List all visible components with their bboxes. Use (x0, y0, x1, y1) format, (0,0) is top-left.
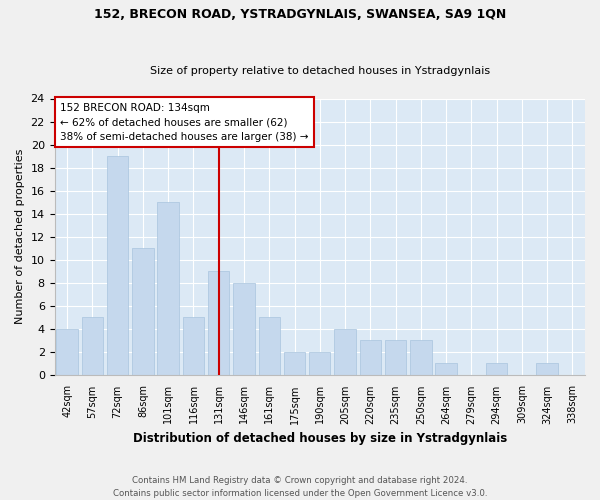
Bar (410, 340, 431, 374)
Bar (334, 328, 356, 374)
Bar (309, 352, 331, 374)
Bar (82, 317, 103, 374)
Bar (157, 202, 179, 374)
Bar (385, 340, 406, 374)
Bar (208, 271, 229, 374)
Bar (183, 317, 204, 374)
Bar (486, 363, 508, 374)
Bar (436, 363, 457, 374)
Title: Size of property relative to detached houses in Ystradgynlais: Size of property relative to detached ho… (150, 66, 490, 76)
Text: 152, BRECON ROAD, YSTRADGYNLAIS, SWANSEA, SA9 1QN: 152, BRECON ROAD, YSTRADGYNLAIS, SWANSEA… (94, 8, 506, 20)
Y-axis label: Number of detached properties: Number of detached properties (15, 149, 25, 324)
Text: Contains HM Land Registry data © Crown copyright and database right 2024.
Contai: Contains HM Land Registry data © Crown c… (113, 476, 487, 498)
Bar (107, 156, 128, 374)
Bar (284, 352, 305, 374)
Text: 152 BRECON ROAD: 134sqm
← 62% of detached houses are smaller (62)
38% of semi-de: 152 BRECON ROAD: 134sqm ← 62% of detache… (60, 102, 308, 142)
Bar (536, 363, 558, 374)
Bar (56, 328, 78, 374)
Bar (233, 282, 255, 374)
X-axis label: Distribution of detached houses by size in Ystradgynlais: Distribution of detached houses by size … (133, 432, 507, 445)
Bar (359, 340, 381, 374)
Bar (132, 248, 154, 374)
Bar (259, 317, 280, 374)
